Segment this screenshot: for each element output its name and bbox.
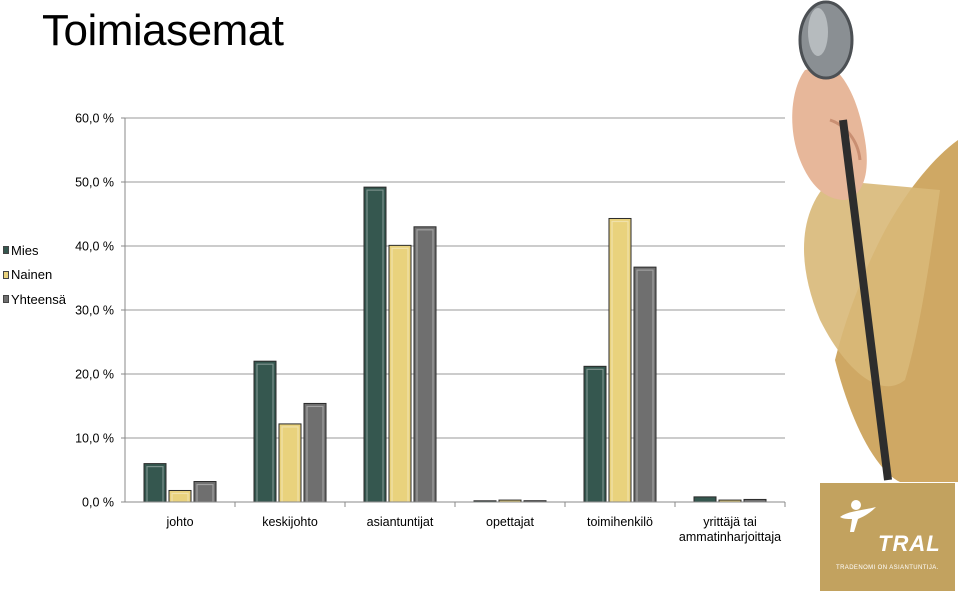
- legend-label-nainen: Nainen: [11, 267, 53, 283]
- grid-lines: [121, 117, 785, 503]
- tral-logo-tagline: TRADENOMI ON ASIANTUNTIJA.: [836, 565, 939, 571]
- y-tick-label: 30,0 %: [75, 304, 114, 318]
- legend-item-nainen: Nainen: [3, 263, 66, 288]
- x-tick-label: opettajat: [486, 515, 534, 529]
- x-tick-label: toimihenkilö: [587, 515, 653, 529]
- mic-head-shine: [808, 8, 828, 56]
- x-tick-label: yrittäjä tai ammatinharjoittaja: [679, 515, 781, 544]
- y-tick-label: 20,0 %: [75, 368, 114, 382]
- y-tick-label: 50,0 %: [75, 176, 114, 190]
- tral-logo-wordmark: TRAL: [878, 531, 941, 556]
- x-tick-labels: johto keskijohto asiantuntijat opettajat toi…: [165, 515, 781, 544]
- y-tick-label: 60,0 %: [75, 112, 114, 126]
- x-tick-label: keskijohto: [262, 515, 318, 529]
- mic-stand: [839, 119, 892, 481]
- tral-logo: TRAL TRADENOMI ON ASIANTUNTIJA.: [820, 483, 955, 591]
- y-tick-labels: 0,0 % 10,0 % 20,0 % 30,0 % 40,0 % 50,0 % 60,0 …: [75, 112, 114, 510]
- legend-item-mies: Mies: [3, 238, 66, 263]
- legend-swatch-nainen: [3, 270, 9, 279]
- bar-mies: [693, 496, 717, 503]
- y-tick-label: 10,0 %: [75, 432, 114, 446]
- legend-label-yhteensa: Yhteensä: [11, 291, 66, 307]
- chart-legend: Mies Nainen Yhteensä: [3, 238, 66, 312]
- x-tick-label: asiantuntijat: [367, 515, 434, 529]
- x-tick-label: johto: [165, 515, 193, 529]
- tral-logo-mark-icon: [840, 500, 876, 532]
- bars: [143, 186, 786, 507]
- legend-swatch-yhteensa: [3, 295, 9, 304]
- gold-sleeve-highlight: [803, 180, 940, 387]
- legend-item-yhteensa: Yhteensä: [3, 287, 66, 312]
- legend-label-mies: Mies: [11, 242, 39, 258]
- hand-shadow: [829, 118, 862, 161]
- y-tick-label: 40,0 %: [75, 240, 114, 254]
- legend-swatch-mies: [3, 246, 9, 255]
- slide-title: Toimiasemat: [42, 6, 284, 55]
- y-tick-label: 0,0 %: [82, 496, 114, 510]
